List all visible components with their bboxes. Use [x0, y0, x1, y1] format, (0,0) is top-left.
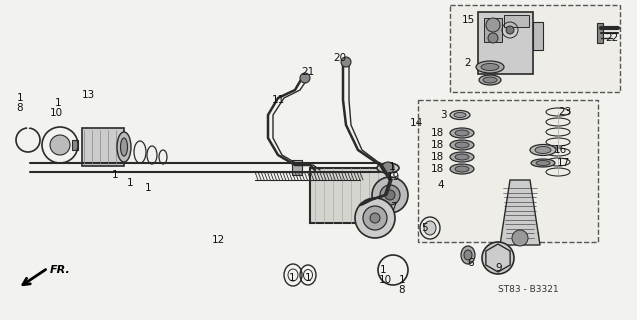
Text: 8: 8: [17, 103, 24, 113]
Text: 19: 19: [387, 172, 399, 182]
Ellipse shape: [377, 163, 399, 173]
Ellipse shape: [461, 246, 475, 264]
Text: 2: 2: [464, 58, 471, 68]
Ellipse shape: [450, 128, 474, 138]
Text: 1: 1: [55, 98, 61, 108]
Ellipse shape: [455, 154, 469, 160]
Bar: [533, 22, 543, 50]
Ellipse shape: [531, 159, 555, 167]
Text: 1: 1: [127, 178, 133, 188]
Text: 1: 1: [289, 273, 296, 283]
Text: 18: 18: [431, 164, 443, 174]
Ellipse shape: [476, 61, 504, 73]
Circle shape: [372, 177, 408, 213]
Ellipse shape: [450, 140, 474, 150]
Text: 18: 18: [431, 140, 443, 150]
Circle shape: [380, 185, 400, 205]
Circle shape: [363, 206, 387, 230]
Ellipse shape: [535, 147, 551, 154]
Bar: [310, 168, 390, 223]
Circle shape: [50, 135, 70, 155]
Text: 13: 13: [82, 90, 95, 100]
Text: 8: 8: [399, 285, 405, 295]
Circle shape: [382, 162, 394, 174]
Ellipse shape: [450, 110, 470, 119]
Text: 9: 9: [496, 263, 503, 273]
Text: 3: 3: [440, 110, 447, 120]
Text: 20: 20: [333, 53, 347, 63]
Polygon shape: [418, 100, 598, 242]
Ellipse shape: [455, 166, 469, 172]
Ellipse shape: [455, 142, 469, 148]
Circle shape: [486, 18, 500, 32]
Text: 1: 1: [380, 265, 386, 275]
Polygon shape: [500, 180, 540, 245]
Ellipse shape: [479, 75, 501, 85]
Ellipse shape: [120, 138, 127, 156]
Bar: [82, 128, 124, 166]
Circle shape: [482, 242, 514, 274]
Text: 16: 16: [554, 145, 567, 155]
Circle shape: [488, 33, 498, 43]
Text: 23: 23: [559, 107, 571, 117]
Ellipse shape: [450, 164, 474, 174]
Circle shape: [506, 26, 514, 34]
Ellipse shape: [424, 221, 436, 235]
Ellipse shape: [481, 63, 499, 70]
Ellipse shape: [455, 130, 469, 136]
Text: 15: 15: [461, 15, 475, 25]
Ellipse shape: [450, 152, 474, 162]
Text: 1: 1: [304, 273, 311, 283]
Text: 18: 18: [431, 128, 443, 138]
Ellipse shape: [536, 161, 550, 165]
Bar: [478, 12, 533, 74]
Bar: [502, 232, 538, 244]
Text: 6: 6: [468, 258, 475, 268]
Circle shape: [355, 198, 395, 238]
Text: 11: 11: [271, 95, 285, 105]
Text: 7: 7: [390, 202, 396, 212]
Text: 10: 10: [50, 108, 62, 118]
Bar: [292, 160, 302, 175]
Text: 1: 1: [389, 162, 396, 172]
Circle shape: [512, 230, 528, 246]
Text: FR.: FR.: [50, 265, 71, 275]
Ellipse shape: [464, 250, 472, 260]
Text: 12: 12: [211, 235, 225, 245]
Text: 18: 18: [431, 152, 443, 162]
Circle shape: [489, 249, 507, 267]
Ellipse shape: [454, 113, 466, 117]
Circle shape: [385, 190, 395, 200]
Circle shape: [300, 73, 310, 83]
Circle shape: [341, 57, 351, 67]
Polygon shape: [450, 5, 620, 92]
Circle shape: [370, 213, 380, 223]
Text: 1: 1: [111, 170, 118, 180]
Text: 17: 17: [556, 158, 569, 168]
Bar: [484, 18, 502, 42]
Text: 1: 1: [399, 275, 405, 285]
Text: 22: 22: [605, 33, 619, 43]
Ellipse shape: [483, 77, 497, 83]
Ellipse shape: [117, 132, 131, 162]
Text: 4: 4: [438, 180, 445, 190]
Bar: [597, 23, 603, 43]
Text: 1: 1: [17, 93, 24, 103]
Ellipse shape: [530, 145, 556, 156]
Polygon shape: [486, 244, 510, 272]
Text: 1: 1: [145, 183, 152, 193]
Bar: [504, 15, 529, 27]
Bar: [72, 140, 78, 150]
Text: 5: 5: [422, 223, 428, 233]
Text: ST83 - B3321: ST83 - B3321: [498, 285, 559, 294]
Text: 21: 21: [301, 67, 315, 77]
Text: 14: 14: [410, 118, 422, 128]
Text: 10: 10: [378, 275, 392, 285]
